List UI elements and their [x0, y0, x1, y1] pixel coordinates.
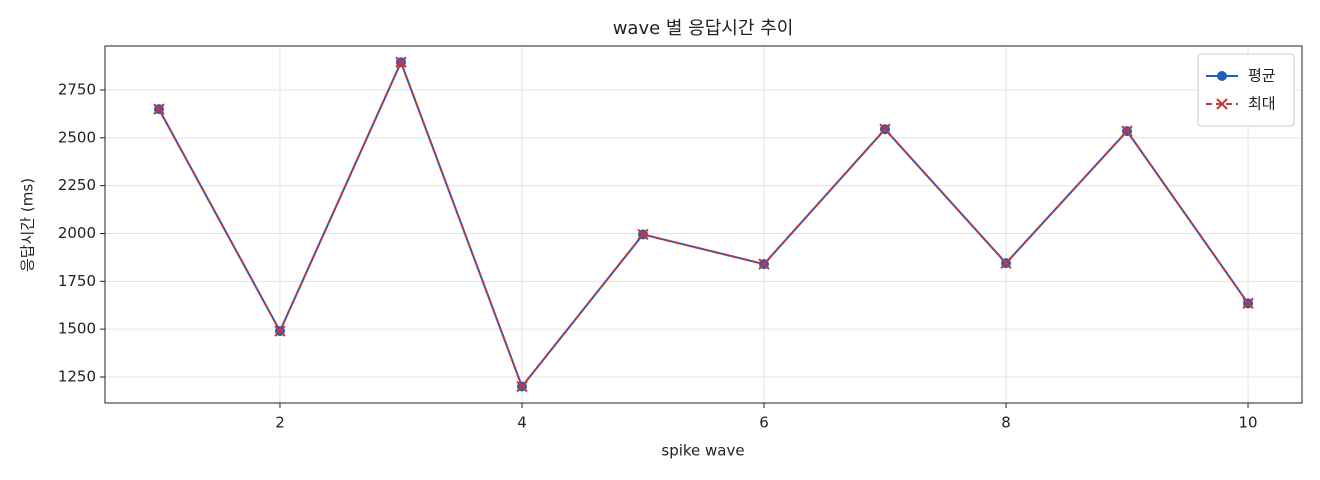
plot-frame: [104, 45, 1303, 404]
marker: [1216, 98, 1228, 110]
marker: [1217, 71, 1227, 81]
marker: [637, 228, 649, 241]
series-line: [158, 59, 1249, 389]
x-axis-label: spike wave: [661, 442, 744, 460]
y-tick-label: 2750: [58, 81, 96, 99]
x-tick-label: 4: [517, 414, 527, 432]
y-tick-label: 1500: [58, 320, 96, 338]
y-tick-label: 1750: [58, 272, 96, 290]
legend-box: [1197, 53, 1295, 127]
marker: [1121, 125, 1133, 137]
marker: [153, 103, 165, 115]
marker: [1242, 297, 1254, 310]
marker: [274, 325, 286, 337]
x-tick-label: 10: [1238, 414, 1257, 432]
chart-title: wave 별 응답시간 추이: [613, 18, 794, 39]
marker: [395, 56, 407, 68]
marker: [1000, 257, 1012, 269]
y-tick-label: 2250: [58, 176, 96, 194]
series-line: [158, 59, 1249, 389]
marker: [516, 380, 528, 393]
y-tick-label: 1250: [58, 367, 96, 385]
x-tick-label: 6: [759, 414, 769, 432]
y-tick-label: 2500: [58, 128, 96, 146]
legend-label: 평균: [1248, 67, 1276, 85]
x-tick-label: 2: [275, 414, 285, 432]
x-tick-label: 8: [1001, 414, 1011, 432]
marker: [879, 123, 891, 135]
legend-label: 최대: [1248, 95, 1276, 113]
y-tick-label: 2000: [58, 224, 96, 242]
marker: [758, 258, 770, 270]
y-axis-label: 응답시간 (ms): [19, 178, 37, 272]
